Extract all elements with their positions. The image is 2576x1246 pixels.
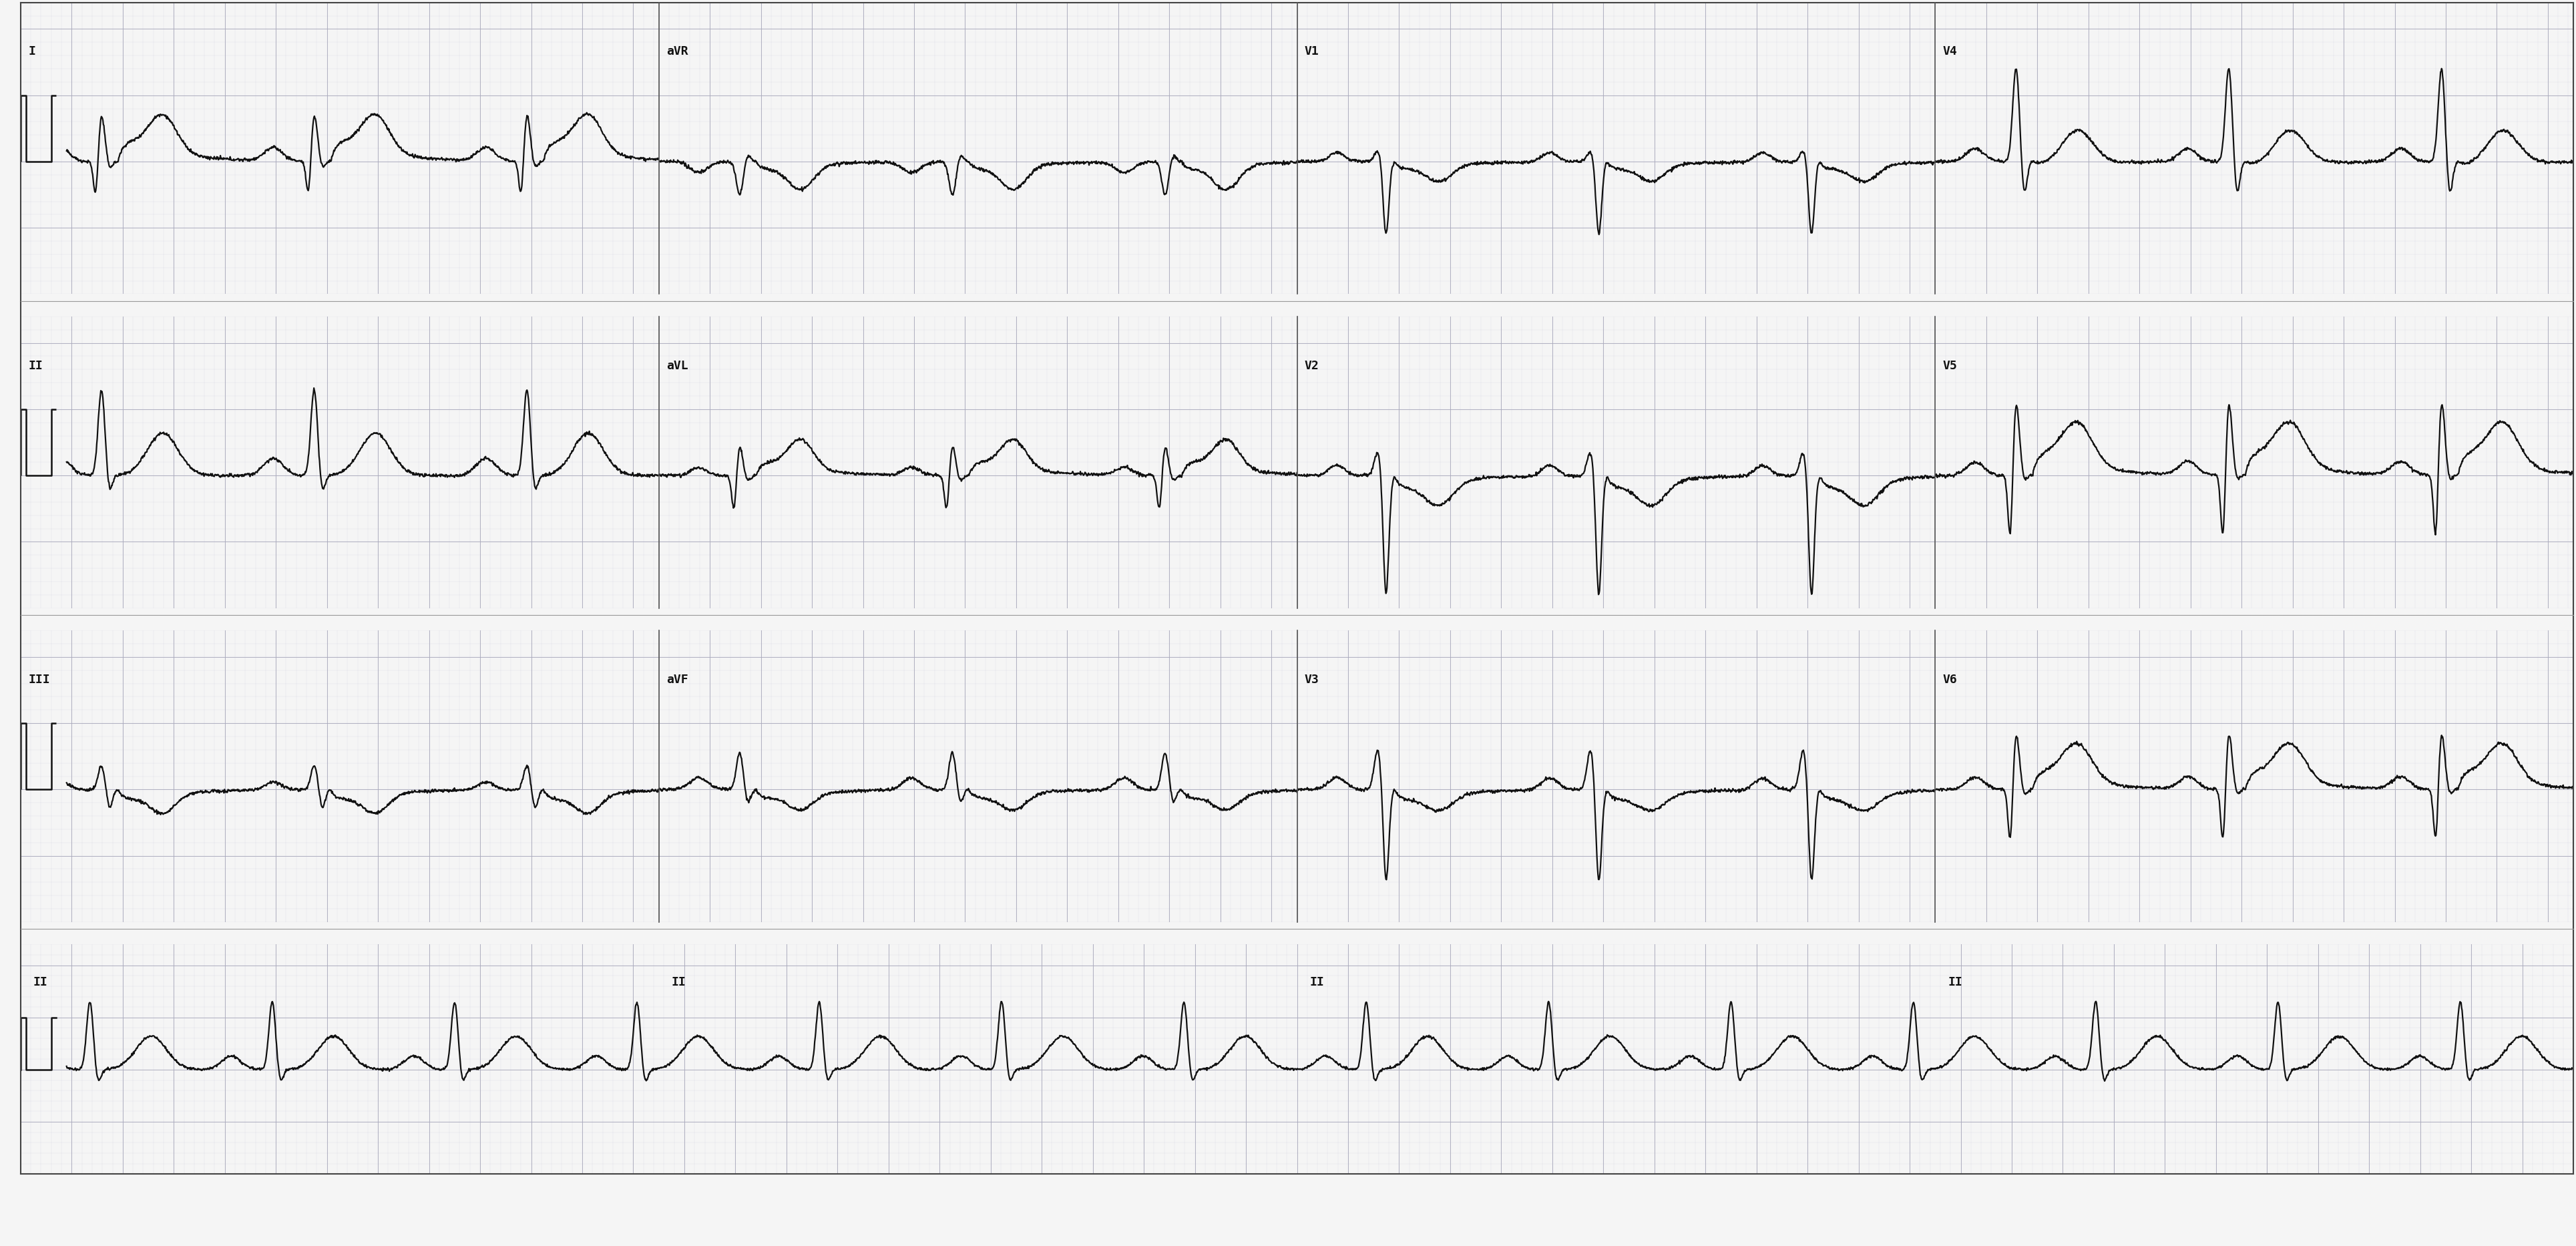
Text: V5: V5 — [1942, 360, 1958, 371]
Text: II: II — [33, 977, 49, 988]
Text: II: II — [672, 977, 685, 988]
Text: V4: V4 — [1942, 46, 1958, 57]
Text: aVL: aVL — [667, 360, 688, 371]
Text: aVR: aVR — [667, 46, 688, 57]
Text: V2: V2 — [1303, 360, 1319, 371]
Text: I: I — [28, 46, 36, 57]
Text: III: III — [28, 674, 49, 685]
Text: aVF: aVF — [667, 674, 688, 685]
Text: II: II — [1309, 977, 1324, 988]
Text: V1: V1 — [1303, 46, 1319, 57]
Text: II: II — [1947, 977, 1963, 988]
Text: V6: V6 — [1942, 674, 1958, 685]
Text: V3: V3 — [1303, 674, 1319, 685]
Text: II: II — [28, 360, 44, 371]
